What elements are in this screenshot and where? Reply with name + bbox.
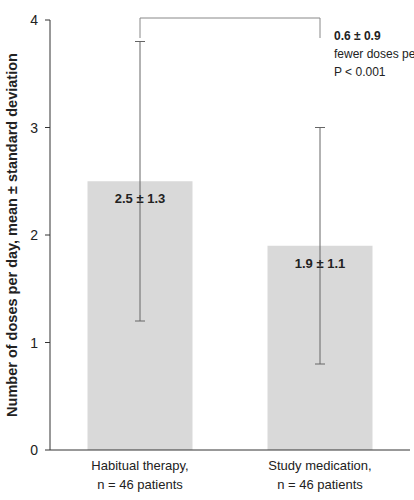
y-tick [45, 342, 50, 343]
y-tick [45, 235, 50, 236]
error-cap [135, 321, 145, 322]
error-stem [320, 128, 321, 365]
y-tick [45, 127, 50, 128]
annotation: fewer doses per day, [334, 47, 414, 61]
chart-container: 2.5 ± 1.3 1.9 ± 1.1 0 1 2 3 4 Habitual therapy,… [0, 0, 414, 500]
annotation: 0.6 ± 0.9 [334, 29, 381, 43]
error-stem [140, 42, 141, 322]
x-axis-line [50, 450, 410, 451]
y-tick-label: 4 [30, 12, 38, 28]
x-tick-label-line: n = 46 patients [97, 477, 183, 492]
y-tick-label: 0 [30, 442, 38, 458]
error-bar [315, 128, 325, 365]
error-bar [135, 42, 145, 322]
x-tick-label-line: Study medication, [268, 458, 371, 473]
y-tick-label: 1 [30, 335, 38, 351]
data-label: 1.9 ± 1.1 [295, 256, 346, 271]
bars [88, 42, 373, 451]
x-tick-label: Habitual therapy, n = 46 patients [91, 458, 188, 492]
x-tick-label: Study medication, n = 46 patients [268, 458, 371, 492]
chart-svg: 2.5 ± 1.3 1.9 ± 1.1 0 1 2 3 4 Habitual therapy,… [0, 0, 414, 500]
y-tick [45, 450, 50, 451]
comparison-bracket [140, 18, 320, 38]
annotation: P < 0.001 [334, 65, 386, 79]
data-label: 2.5 ± 1.3 [115, 191, 166, 206]
error-cap [315, 364, 325, 365]
x-tick-label-line: Habitual therapy, [91, 458, 188, 473]
error-cap [135, 41, 145, 42]
y-axis-label: Number of doses per day, mean ± standard… [4, 53, 20, 417]
error-cap [315, 127, 325, 128]
y-tick-label: 2 [30, 227, 38, 243]
y-tick-label: 3 [30, 120, 38, 136]
x-tick-label-line: n = 46 patients [277, 477, 363, 492]
y-tick [45, 20, 50, 21]
